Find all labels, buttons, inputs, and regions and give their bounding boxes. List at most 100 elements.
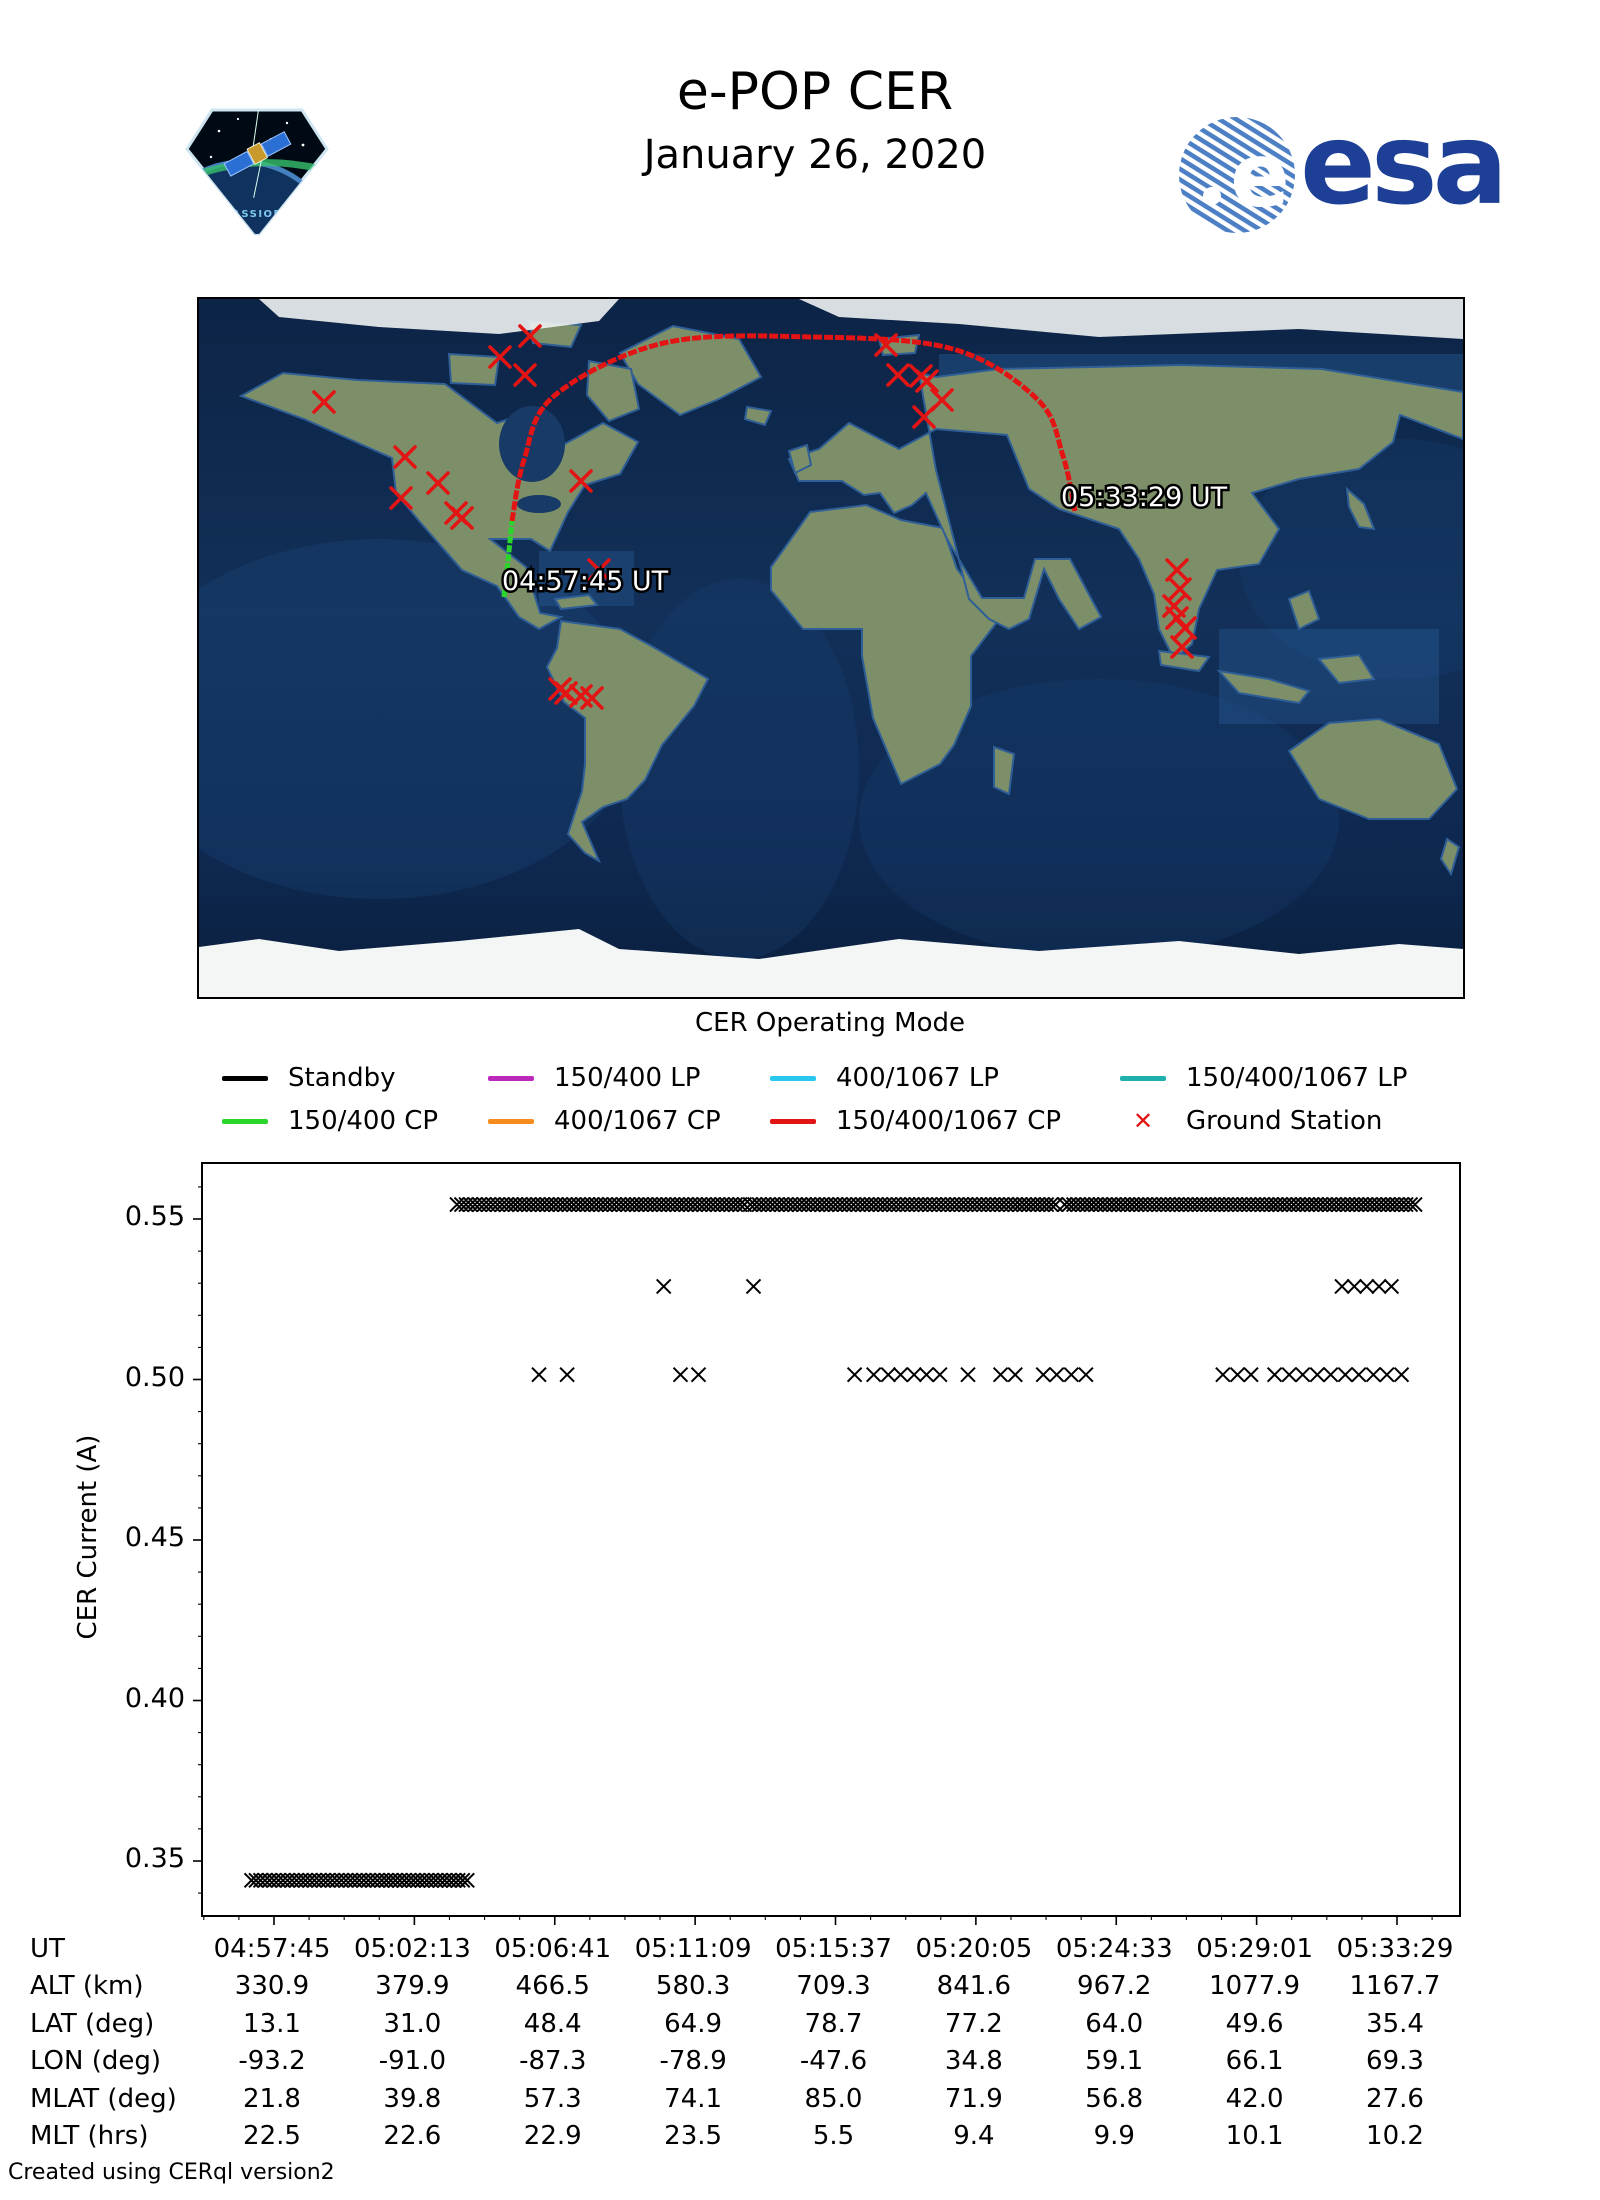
- table-cell: -47.6: [799, 2046, 868, 2076]
- legend-line-swatch: [1120, 1075, 1166, 1081]
- table-cell: 57.3: [523, 2084, 582, 2114]
- legend-line-swatch: [222, 1118, 268, 1124]
- legend-title: CER Operating Mode: [694, 1008, 965, 1038]
- legend-entry: ✕ Ground Station: [1120, 1104, 1382, 1138]
- ground-station-x-icon: [874, 333, 898, 357]
- map-time-label-end: 05:33:29 UT: [1061, 482, 1228, 513]
- table-cell: 49.6: [1225, 2009, 1284, 2039]
- legend-label: 150/400/1067 LP: [1186, 1063, 1408, 1093]
- legend-label: 150/400 LP: [554, 1063, 701, 1093]
- legend-entry: 150/400/1067 LP: [1120, 1061, 1407, 1095]
- table-cell: 78.7: [804, 2009, 863, 2039]
- legend-entry: 400/1067 LP: [770, 1061, 999, 1095]
- ground-station-x-icon: [587, 558, 611, 582]
- table-cell: 05:15:37: [775, 1934, 892, 1964]
- ground-station-x-icon: [488, 345, 512, 369]
- legend-line-swatch: [222, 1075, 268, 1081]
- ground-station-x-icon: [518, 324, 542, 348]
- table-row-label: LON (deg): [30, 2046, 162, 2076]
- legend-entry: Standby: [222, 1061, 396, 1095]
- legend-label: Ground Station: [1186, 1106, 1383, 1136]
- table-cell: 59.1: [1085, 2046, 1144, 2076]
- table-cell: 64.0: [1085, 2009, 1144, 2039]
- y-tick-label: 0.50: [124, 1361, 185, 1393]
- legend-entry: 400/1067 CP: [488, 1104, 721, 1138]
- table-cell: 48.4: [523, 2009, 582, 2039]
- table-cell: 379.9: [375, 1971, 450, 2001]
- table-cell: 66.1: [1225, 2046, 1284, 2076]
- ground-station-x-icon: [450, 506, 474, 530]
- table-cell: 39.8: [383, 2084, 442, 2114]
- legend-line-swatch: [488, 1118, 534, 1124]
- cer-current-plot: [193, 1162, 1461, 1925]
- legend-entry: 150/400 CP: [222, 1104, 438, 1138]
- table-cell: 9.4: [953, 2121, 995, 2151]
- table-cell: 35.4: [1366, 2009, 1424, 2039]
- table-cell: 05:06:41: [494, 1934, 612, 1964]
- ground-station-x-icon: [513, 363, 537, 387]
- table-cell: 21.8: [243, 2084, 301, 2114]
- ground-station-x-icon: [1170, 635, 1194, 659]
- ground-station-x-icon: [580, 686, 604, 710]
- ground-station-x-icon: [1168, 577, 1192, 601]
- y-tick-label: 0.40: [124, 1682, 185, 1714]
- table-cell: 42.0: [1225, 2084, 1284, 2114]
- ground-station-x-icon: ✕: [1132, 1107, 1154, 1135]
- y-tick-label: 0.35: [124, 1843, 185, 1874]
- table-cell: 05:11:09: [634, 1934, 752, 1964]
- table-cell: -78.9: [659, 2046, 727, 2076]
- patch-satellite: [223, 110, 292, 198]
- table-row-label: UT: [30, 1934, 65, 1964]
- legend-label: 400/1067 CP: [554, 1106, 721, 1136]
- table-cell: 23.5: [664, 2121, 723, 2151]
- table-cell: 05:29:01: [1196, 1934, 1314, 1964]
- ground-station-x-icon: [1173, 616, 1197, 640]
- table-cell: 466.5: [515, 1971, 590, 2001]
- scatter-markers: [531, 1278, 1410, 1383]
- footer-note: Created using CERql version2: [8, 2160, 335, 2185]
- legend-line-swatch: [770, 1075, 816, 1081]
- esa-logo: e esa: [1178, 100, 1508, 238]
- legend-label: Standby: [288, 1063, 396, 1093]
- hudson-bay: [499, 406, 565, 482]
- table-cell: 967.2: [1077, 1971, 1152, 2001]
- map-time-label-start: 04:57:45 UT: [502, 566, 669, 597]
- legend-line-swatch: [770, 1118, 816, 1124]
- ground-station-x-icon: [569, 469, 593, 493]
- table-cell: -87.3: [519, 2046, 587, 2076]
- esa-globe-icon: e: [1179, 117, 1295, 233]
- page-title: e-POP CER: [676, 62, 954, 122]
- ground-station-x-icon: [886, 363, 910, 387]
- svg-text:e: e: [1230, 124, 1290, 227]
- legend-label: 150/400/1067 CP: [836, 1106, 1062, 1136]
- table-row-label: ALT (km): [30, 1971, 144, 2001]
- table-cell: 841.6: [936, 1971, 1012, 2001]
- ground-station-x-icon: [426, 471, 450, 495]
- world-map: 04:57:45 UT 05:33:29 UT: [119, 297, 1559, 999]
- cassiope-mission-patch: CASSIOPE: [183, 105, 331, 238]
- ground-station-x-icon: [312, 390, 336, 414]
- table-cell: 05:24:33: [1055, 1934, 1173, 1964]
- table-cell: 34.8: [944, 2046, 1003, 2076]
- table-cell: 05:20:05: [915, 1934, 1033, 1964]
- scatter-marker-bands: [243, 1196, 1423, 1889]
- patch-label: CASSIOPE: [223, 209, 290, 220]
- ground-station-x-icon: [1165, 558, 1189, 582]
- table-cell: 27.6: [1366, 2084, 1424, 2114]
- table-cell: 56.8: [1085, 2084, 1144, 2114]
- ground-station-x-icon: [393, 445, 417, 469]
- table-cell: 1167.7: [1349, 1971, 1441, 2001]
- table-cell: 22.6: [383, 2121, 442, 2151]
- page-date: January 26, 2020: [643, 132, 987, 178]
- satellite-track-red: [509, 333, 1078, 522]
- table-cell: 69.3: [1366, 2046, 1424, 2076]
- satellite-track-green: [501, 520, 515, 598]
- table-row-label: MLAT (deg): [30, 2084, 177, 2114]
- table-cell: 580.3: [655, 1971, 731, 2001]
- table-cell: 5.5: [812, 2121, 855, 2151]
- legend-label: 400/1067 LP: [836, 1063, 999, 1093]
- esa-wordmark: esa: [1300, 100, 1508, 230]
- table-cell: -93.2: [238, 2046, 306, 2076]
- table-cell: 10.1: [1225, 2121, 1284, 2151]
